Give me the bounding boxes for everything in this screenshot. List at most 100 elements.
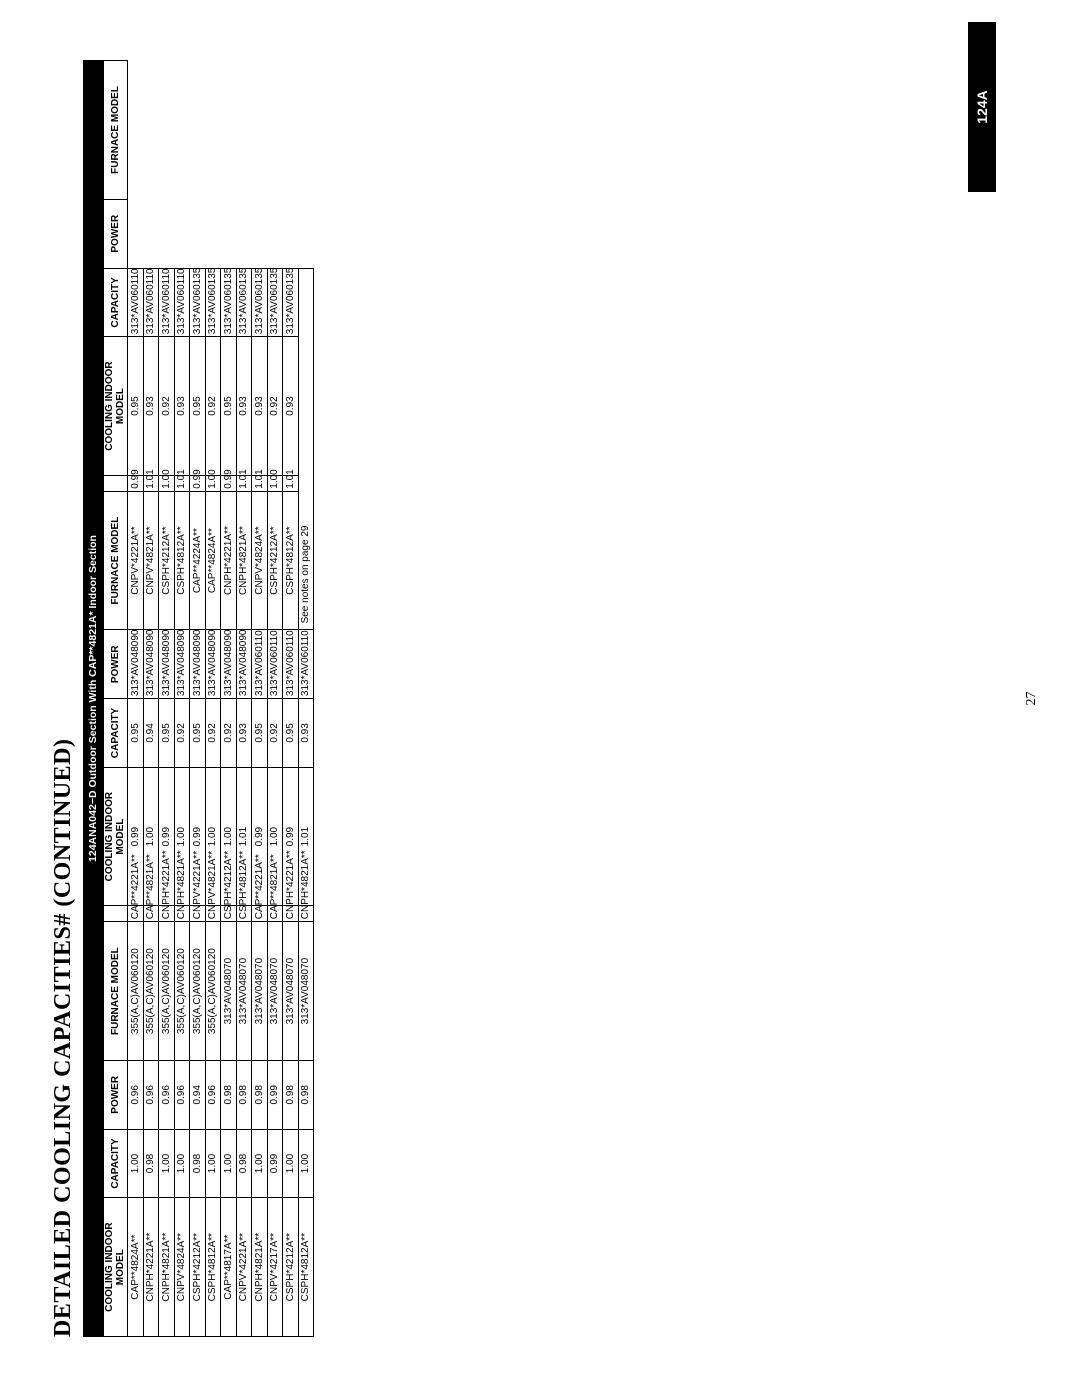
table-cell: 1.00 <box>159 1129 175 1198</box>
table-cell: 0.96 <box>143 1060 159 1129</box>
table-cell: CAP**4221A** <box>252 906 268 922</box>
table-cell: 313*AV060135 <box>252 268 268 337</box>
table-cell: CAP**4824A** <box>205 491 221 630</box>
table-cell: 0.95 <box>190 337 206 476</box>
table-cell: 0.92 <box>221 699 237 768</box>
table-cell: 0.95 <box>252 699 268 768</box>
block-spacer-1 <box>104 906 128 922</box>
table-row: CNPV*4824A**1.000.96355(A,C)AV060120CNPH… <box>174 61 190 1337</box>
table-cell: 0.99 <box>267 1060 283 1129</box>
table-cell: CAP**4821A** <box>143 906 159 922</box>
table-cell: 0.93 <box>174 337 190 476</box>
table-cell: 0.98 <box>221 1060 237 1129</box>
col-header-cap-3: CAPACITY <box>104 268 128 337</box>
table-cell: 1.00 <box>267 475 283 491</box>
table-cell: 0.93 <box>298 699 314 768</box>
table-cell: 1.00 <box>159 475 175 491</box>
table-cell: CNPH*4221A** <box>143 1198 159 1337</box>
table-cell: 0.96 <box>205 1060 221 1129</box>
table-cell: 355(A,C)AV060120 <box>205 922 221 1061</box>
table-cell: 0.92 <box>267 337 283 476</box>
table-cell: 0.92 <box>205 337 221 476</box>
table-cell: CSPH*4812A** <box>205 1198 221 1337</box>
col-header-cim-3: COOLING INDOORMODEL <box>104 337 128 476</box>
table-cell: CSPH*4812A** <box>236 906 252 922</box>
table-cell: 313*AV048090 <box>159 630 175 699</box>
table-cell: CAP**4221A** <box>128 906 144 922</box>
table-cell: CNPH*4221A** <box>283 906 299 922</box>
table-cell: 313*AV048070 <box>221 922 237 1061</box>
table-cell: CSPH*4212A** <box>267 491 283 630</box>
table-cell: 1.00 <box>128 1129 144 1198</box>
capacity-table-wrap: 124ANA042−D Outdoor Section With CAP**48… <box>83 60 314 1337</box>
table-subtitle: 124ANA042−D Outdoor Section With CAP**48… <box>83 60 103 1337</box>
table-cell: 355(A,C)AV060120 <box>143 922 159 1061</box>
capacity-table: COOLING INDOORMODEL CAPACITY POWER FURNA… <box>103 60 314 1337</box>
table-cell: 0.93 <box>143 337 159 476</box>
table-cell: 0.98 <box>143 1129 159 1198</box>
table-cell: 313*AV060110 <box>298 630 314 699</box>
table-cell: CNPH*4821A** <box>236 491 252 630</box>
table-cell: CAP**4821A** <box>267 906 283 922</box>
table-row: CNPV*4217A**0.990.99313*AV048070CAP**482… <box>267 61 283 1337</box>
table-row: CNPH*4821A**1.000.98313*AV048070CAP**422… <box>252 61 268 1337</box>
page-number: 27 <box>1024 692 1040 706</box>
table-cell: 0.92 <box>174 699 190 768</box>
table-cell: 313*AV060135 <box>283 268 299 337</box>
table-cell: 1.00 <box>283 1129 299 1198</box>
table-cell: 355(A,C)AV060120 <box>174 922 190 1061</box>
col-header-cim-2: COOLING INDOORMODEL <box>104 767 128 906</box>
col-header-cim-1: COOLING INDOORMODEL <box>104 1198 128 1337</box>
table-cell: 313*AV048070 <box>236 922 252 1061</box>
table-cell: 1.00 <box>252 1129 268 1198</box>
table-row: CSPH*4212A**1.000.98313*AV048070CNPH*422… <box>283 61 299 1337</box>
table-cell: 313*AV048090 <box>221 630 237 699</box>
table-row: CSPH*4812A**1.000.96355(A,C)AV060120CNPV… <box>205 61 221 1337</box>
table-cell: 0.98 <box>298 1060 314 1129</box>
table-row: CAP**4817A**1.000.98313*AV048070CSPH*421… <box>221 61 237 1337</box>
table-cell: CAP**4824A** <box>128 1198 144 1337</box>
col-header-cap-1: CAPACITY <box>104 1129 128 1198</box>
table-cell: 0.95 <box>128 337 144 476</box>
table-cell: 313*AV060135 <box>236 268 252 337</box>
table-cell: CSPH*4812A** <box>283 491 299 630</box>
notes-cell: See notes on page 29 <box>298 268 314 630</box>
table-cell: CNPH*4221A** <box>221 491 237 630</box>
table-cell: 1.01 <box>174 475 190 491</box>
table-cell: 0.98 <box>252 1060 268 1129</box>
table-cell: 0.95 <box>190 699 206 768</box>
table-cell: 0.99 <box>221 475 237 491</box>
table-cell: 313*AV048070 <box>283 922 299 1061</box>
table-cell: 313*AV060110 <box>143 268 159 337</box>
table-cell: 0.96 <box>128 1060 144 1129</box>
table-cell: 0.94 <box>143 699 159 768</box>
table-cell: 1.01 <box>283 475 299 491</box>
table-cell: CNPV*4221A** <box>236 1198 252 1337</box>
table-cell: CAP**4817A** <box>221 1198 237 1337</box>
table-cell: 0.93 <box>252 337 268 476</box>
col-header-pow-2: POWER <box>104 630 128 699</box>
table-cell: 0.95 <box>283 699 299 768</box>
table-cell: 0.96 <box>174 1060 190 1129</box>
table-cell: 0.99 <box>128 475 144 491</box>
table-cell: 0.93 <box>236 699 252 768</box>
table-body: CAP**4824A**1.000.96355(A,C)AV060120CAP*… <box>128 61 314 1337</box>
table-cell: 313*AV048090 <box>143 630 159 699</box>
table-cell: 313*AV060135 <box>267 268 283 337</box>
col-header-pow-1: POWER <box>104 1060 128 1129</box>
table-cell: CNPH*4821A** <box>298 906 314 922</box>
table-cell: 313*AV060110 <box>159 268 175 337</box>
table-cell: 355(A,C)AV060120 <box>128 922 144 1061</box>
table-cell: CSPH*4812A** <box>174 491 190 630</box>
table-cell: 0.99 <box>267 1129 283 1198</box>
table-cell: CSPH*4212A** <box>221 906 237 922</box>
table-cell: 0.92 <box>205 699 221 768</box>
table-cell: 313*AV048090 <box>205 630 221 699</box>
table-cell: CNPV*4824A** <box>174 1198 190 1337</box>
table-cell: 0.93 <box>236 337 252 476</box>
table-cell: 0.94 <box>190 1060 206 1129</box>
table-cell: CNPV*4821A** <box>143 491 159 630</box>
table-cell: 1.00 <box>298 1129 314 1198</box>
table-cell: 1.01 <box>143 475 159 491</box>
table-cell: 0.98 <box>283 1060 299 1129</box>
